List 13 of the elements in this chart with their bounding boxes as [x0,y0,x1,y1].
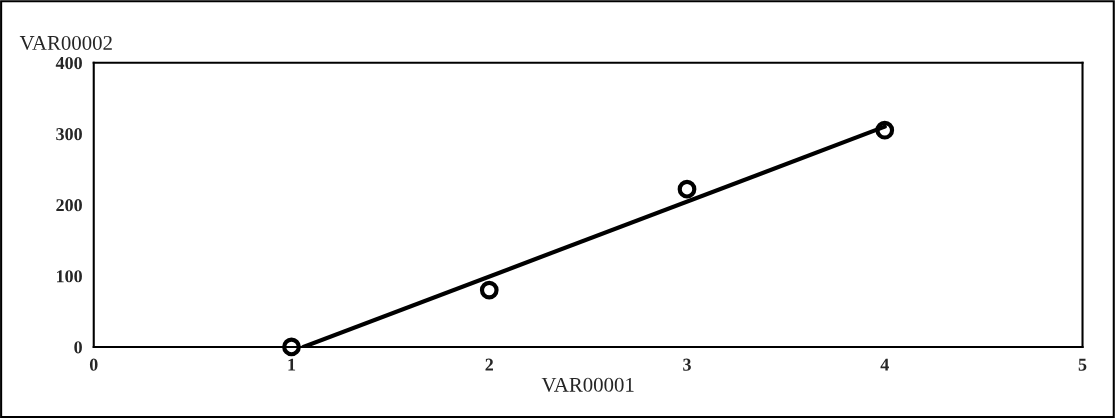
x-tick-label: 2 [485,358,493,371]
x-tick-label: 4 [880,358,889,371]
x-tick-label: 5 [1078,358,1087,371]
x-axis-title: VAR00001 [541,377,634,392]
y-tick-label: 300 [56,128,82,141]
y-tick-label: 200 [56,199,82,212]
y-tick-label: 400 [55,56,82,70]
x-tick-label: 3 [683,358,691,371]
y-axis-title: VAR00002 [19,35,112,51]
y-tick-label: 0 [74,341,82,354]
x-tick-label: 1 [288,358,296,371]
x-tick-label: 0 [89,358,98,371]
y-tick-label: 100 [57,270,82,283]
